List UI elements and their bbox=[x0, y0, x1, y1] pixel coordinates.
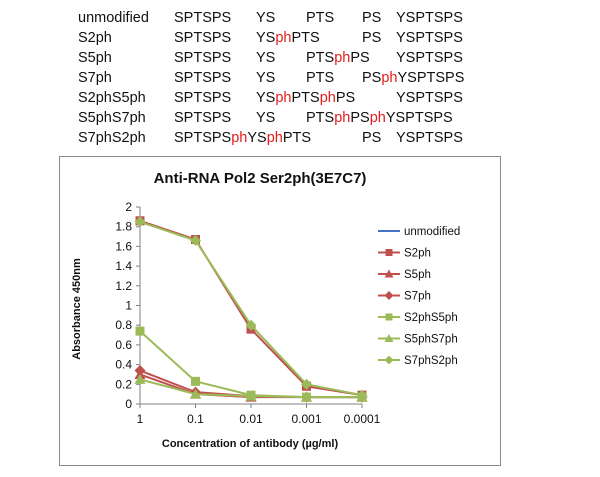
sequence-segment: SPTSPSphYSphPTS bbox=[174, 130, 312, 146]
y-tick-label: 0.8 bbox=[115, 318, 132, 332]
x-tick-label: 1 bbox=[137, 412, 144, 426]
x-tick-label: 0.0001 bbox=[344, 412, 381, 426]
sequence-segment: PS bbox=[362, 30, 382, 46]
sequence-segment: SPTSPS bbox=[174, 30, 232, 46]
y-tick-label: 2 bbox=[125, 200, 132, 214]
sequence-segment: YSPTSPS bbox=[396, 130, 463, 146]
phospho-mark: ph bbox=[266, 130, 283, 146]
sequence-segment: YSphPTS bbox=[256, 30, 320, 46]
legend-label: S2ph bbox=[404, 248, 431, 260]
y-tick-label: 0 bbox=[125, 397, 132, 411]
phospho-mark: ph bbox=[231, 130, 248, 146]
sequence-segment: YS bbox=[256, 10, 276, 26]
sequence-segment: PTSphPS bbox=[306, 50, 370, 66]
y-tick-label: 1 bbox=[125, 299, 132, 313]
row-name: S5ph bbox=[78, 50, 112, 66]
y-tick-label: 1.8 bbox=[115, 220, 132, 234]
sequence-segment: YS bbox=[256, 70, 276, 86]
chart-title: Anti-RNA Pol2 Ser2ph(3E7C7) bbox=[154, 170, 367, 187]
sequence-segment: YSPTSPS bbox=[396, 90, 463, 106]
data-point-S5phS7ph bbox=[301, 391, 312, 402]
sequence-segment: YSPTSPS bbox=[396, 10, 463, 26]
data-point-S7phS2ph bbox=[356, 389, 368, 401]
row-name: S2ph bbox=[78, 30, 112, 46]
x-tick-label: 0.01 bbox=[239, 412, 263, 426]
phospho-mark: ph bbox=[275, 90, 292, 106]
sequence-segment: PTS bbox=[306, 10, 335, 26]
legend-label: unmodified bbox=[404, 226, 460, 238]
data-point-S2phS5ph bbox=[135, 326, 145, 336]
legend-label: S7phS2ph bbox=[404, 355, 458, 367]
data-point-S2phS5ph bbox=[191, 376, 200, 386]
data-point-S5phS7ph bbox=[134, 373, 146, 384]
legend-marker bbox=[384, 269, 394, 278]
legend: unmodifiedS2phS5phS7phS2phS5phS5phS7phS7… bbox=[378, 226, 460, 367]
sequence-segment: YS bbox=[256, 110, 276, 126]
data-point-S7ph bbox=[134, 365, 146, 377]
row-name: S7ph bbox=[78, 70, 112, 86]
row-name: S7phS2ph bbox=[78, 130, 146, 146]
phospho-mark: ph bbox=[381, 70, 398, 86]
row-name: unmodified bbox=[78, 10, 149, 26]
sequence-segment: SPTSPS bbox=[174, 50, 232, 66]
data-point-S5phS7ph bbox=[190, 388, 201, 399]
sequence-segment: SPTSPS bbox=[174, 70, 232, 86]
x-axis-label: Concentration of antibody (µg/ml) bbox=[162, 438, 339, 450]
sequence-segment: YSPTSPS bbox=[396, 50, 463, 66]
y-tick-label: 0.4 bbox=[115, 358, 132, 372]
sequence-segment: SPTSPS bbox=[174, 110, 232, 126]
sequence-segment: SPTSPS bbox=[174, 90, 232, 106]
x-tick-label: 0.1 bbox=[187, 412, 204, 426]
sequence-segment: PSphYSPTSPS bbox=[362, 70, 465, 86]
phospho-mark: ph bbox=[275, 30, 292, 46]
y-tick-label: 0.6 bbox=[115, 338, 132, 352]
sequence-segment: PS bbox=[362, 10, 382, 26]
series-line-S7phS2ph bbox=[139, 220, 363, 397]
plot-layer: 0 0.2 0.4 0.6 0.8 1 1.2 1.4 1.6 1.8 2 1 0.1 0.01 0.001… bbox=[115, 200, 380, 426]
y-tick-label: 1.2 bbox=[115, 279, 132, 293]
legend-marker bbox=[385, 313, 393, 321]
sequence-segment: SPTSPS bbox=[174, 10, 232, 26]
x-tick-label: 0.001 bbox=[291, 412, 321, 426]
data-point-S5phS7ph bbox=[245, 390, 257, 401]
legend-label: S5phS7ph bbox=[404, 334, 458, 346]
legend-marker bbox=[384, 355, 394, 365]
phospho-mark: ph bbox=[369, 110, 386, 126]
y-tick-label: 0.2 bbox=[115, 377, 132, 391]
data-point-S7phS2ph bbox=[245, 319, 257, 331]
y-tick-label: 1.4 bbox=[115, 259, 132, 273]
legend-label: S7ph bbox=[404, 291, 431, 303]
legend-marker bbox=[384, 291, 394, 300]
phospho-mark: ph bbox=[334, 50, 351, 66]
phospho-mark: ph bbox=[319, 90, 336, 106]
data-point-S7phS2ph bbox=[134, 216, 146, 228]
phospho-mark: ph bbox=[334, 110, 351, 126]
legend-label: S5ph bbox=[404, 269, 431, 281]
line-chart: Anti-RNA Pol2 Ser2ph(3E7C7) Concentratio… bbox=[71, 170, 460, 450]
sequence-segment: YSPTSPS bbox=[396, 30, 463, 46]
sequence-segment: YS bbox=[256, 50, 276, 66]
legend-marker bbox=[385, 249, 393, 256]
sequence-segment: YSphPTSphPS bbox=[256, 90, 356, 106]
legend-label: S2phS5ph bbox=[404, 312, 458, 324]
chart-area: Anti-RNA Pol2 Ser2ph(3E7C7) Concentratio… bbox=[59, 156, 501, 466]
data-point-S7phS2ph bbox=[301, 378, 312, 390]
legend-marker bbox=[384, 334, 394, 342]
row-name: S2phS5ph bbox=[78, 90, 146, 106]
series-line-S2ph bbox=[139, 219, 363, 397]
y-tick-label: 1.6 bbox=[115, 239, 132, 253]
sequence-segment: PTSphPSphYSPTSPS bbox=[306, 110, 453, 126]
sequence-segment: PTS bbox=[306, 70, 335, 86]
sequence-segment: PS bbox=[362, 130, 382, 146]
row-name: S5phS7ph bbox=[78, 110, 146, 126]
data-point-S7phS2ph bbox=[190, 234, 201, 246]
y-axis-label: Absorbance 450nm bbox=[71, 258, 83, 360]
